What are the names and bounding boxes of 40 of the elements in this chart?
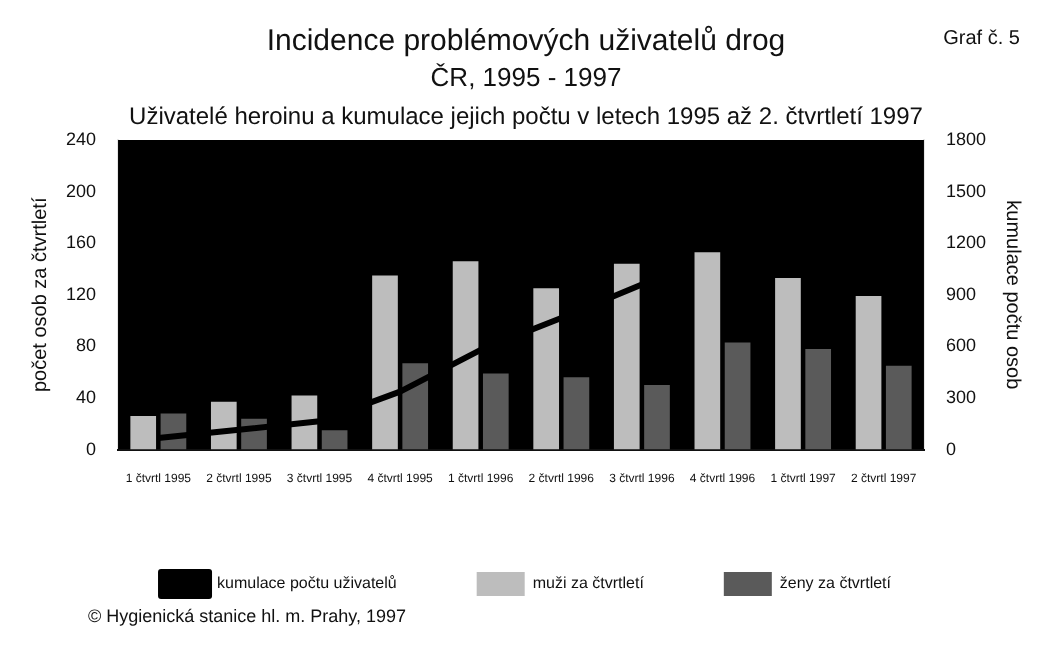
y-tick-label: 0	[86, 438, 97, 459]
text: Uživatelé heroinu a kumulace jejich počtu v letech 1995 až 2. čtvrtletí 1997	[127, 102, 925, 130]
chart-subtitle: ČR, 1995 - 1997	[428, 62, 624, 92]
text: © Hygienická stanice hl. m. Prahy, 1997	[88, 606, 407, 626]
chart-title: Incidence problémových uživatelů drog	[266, 24, 786, 58]
bar	[724, 342, 751, 450]
y-tick-label: 80	[76, 335, 97, 356]
bar	[130, 416, 157, 450]
y2-tick-label: 0	[945, 438, 956, 459]
bar	[775, 278, 801, 450]
y2-tick-label: 1800	[945, 128, 987, 149]
y-tick-label: 40	[76, 386, 97, 407]
y2-tick-label: 900	[945, 283, 977, 304]
bar	[805, 348, 832, 450]
y-axis-title: počet osob za čtvrtletí	[29, 197, 52, 393]
bar	[694, 252, 721, 450]
legend-label: kumulace počtu uživatelů	[217, 574, 397, 593]
bar	[644, 385, 670, 450]
bar	[452, 261, 479, 450]
y2-tick-label: 1500	[945, 180, 987, 201]
bar	[533, 288, 560, 450]
legend-label: ženy za čtvrtletí	[779, 574, 893, 593]
y2-tick-label: 1200	[945, 232, 987, 253]
legend-label: muži za čtvrtletí	[532, 574, 646, 593]
y-tick-label: 200	[65, 180, 97, 201]
bar	[563, 377, 590, 450]
bar	[885, 365, 912, 450]
y2-tick-label: 300	[945, 386, 977, 407]
bar	[613, 263, 640, 450]
bar	[321, 430, 348, 450]
y2-tick-label: 600	[945, 335, 977, 356]
bar	[855, 296, 882, 450]
y-tick-label: 160	[65, 232, 97, 253]
y-tick-label: 120	[65, 283, 97, 304]
bar	[482, 373, 509, 450]
bar	[402, 363, 429, 450]
y2-axis-title: kumulace počtu osob	[1000, 200, 1023, 391]
y-tick-label: 240	[65, 128, 97, 149]
bar	[372, 275, 398, 450]
text: Graf č. 5	[943, 28, 1020, 50]
